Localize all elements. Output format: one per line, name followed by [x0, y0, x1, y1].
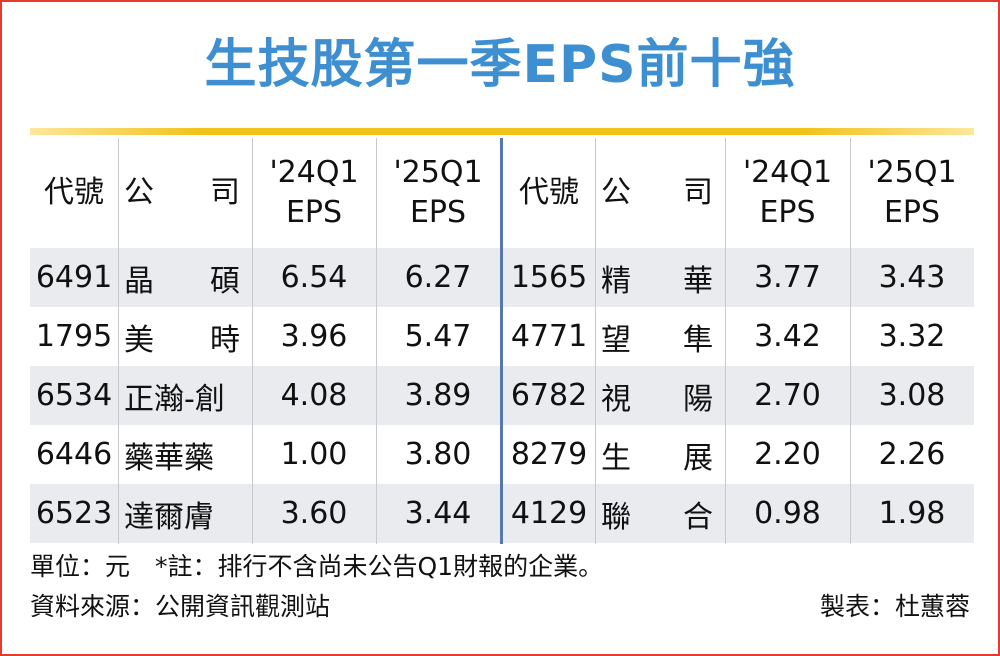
- eps-2024q1: 4.08: [280, 378, 348, 413]
- column-divider: [725, 138, 726, 544]
- eps-2025q1: 6.27: [404, 260, 472, 295]
- header-q24-left-line2: EPS: [285, 195, 343, 230]
- company-name-part: 望: [601, 322, 631, 358]
- company-name-part: 藥華藥: [124, 440, 214, 476]
- company-name-part: 陽: [683, 381, 713, 417]
- header-q25-right: '25Q1 EPS: [850, 138, 974, 248]
- stock-code: 6523: [35, 496, 113, 531]
- company-name: 達爾膚: [118, 484, 252, 543]
- table-row: 1795 美時 3.96 5.47 4771 望隼 3.42 3.32: [30, 307, 974, 366]
- company-name-part: 美: [124, 322, 154, 358]
- eps-2025q1: 1.98: [878, 496, 946, 531]
- stock-code: 1565: [510, 260, 588, 295]
- eps-2025q1: 3.89: [404, 378, 472, 413]
- company-name: 美時: [118, 307, 252, 366]
- stock-code: 6782: [510, 378, 588, 413]
- chart-title: 生技股第一季EPS前十強: [204, 35, 796, 95]
- stock-code: 4129: [510, 496, 588, 531]
- eps-2024q1: 3.77: [754, 260, 821, 295]
- eps-2025q1: 3.32: [878, 319, 946, 354]
- company-name-part: 華: [683, 263, 713, 299]
- company-name: 晶碩: [118, 248, 252, 307]
- stock-code: 6534: [35, 378, 113, 413]
- header-q24-left: '24Q1 EPS: [252, 138, 376, 248]
- header-company-left-char2: 司: [210, 175, 240, 210]
- data-source: 資料來源：公開資訊觀測站: [30, 592, 331, 621]
- company-name: 精華: [595, 248, 725, 307]
- company-name: 藥華藥: [118, 425, 252, 484]
- eps-2025q1: 5.47: [404, 319, 472, 354]
- company-name-part: 聯: [601, 499, 631, 535]
- stock-code: 8279: [510, 437, 588, 472]
- eps-2024q1: 3.60: [280, 496, 348, 531]
- company-name-part: 展: [683, 440, 713, 476]
- table-header: 代號 公 司 '24Q1 EPS '25Q1 EPS 代號 公 司 '24Q1 …: [30, 138, 974, 248]
- header-company-right-char2: 司: [683, 175, 713, 210]
- company-name-part: 晶: [124, 263, 154, 299]
- company-name-part: 視: [601, 381, 631, 417]
- stock-code: 4771: [510, 319, 588, 354]
- title-underline: [30, 128, 974, 135]
- eps-2024q1: 3.42: [754, 319, 821, 354]
- header-company-right: 公 司: [595, 138, 725, 248]
- eps-2025q1: 3.80: [404, 437, 472, 472]
- eps-2024q1: 6.54: [280, 260, 348, 295]
- header-q25-left-line2: EPS: [409, 195, 467, 230]
- header-code-left: 代號: [44, 175, 104, 210]
- header-q24-right-line1: '24Q1: [742, 155, 833, 190]
- eps-2024q1: 2.20: [754, 437, 821, 472]
- company-name-part: 生: [601, 440, 631, 476]
- eps-2024q1: 3.96: [280, 319, 348, 354]
- header-company-left: 公 司: [118, 138, 252, 248]
- company-name-part: 隼: [683, 322, 713, 358]
- eps-2025q1: 2.26: [878, 437, 946, 472]
- column-divider: [252, 138, 253, 544]
- header-q24-right-line2: EPS: [759, 195, 816, 230]
- header-company-right-char1: 公: [601, 175, 631, 210]
- header-company-left-char1: 公: [124, 175, 154, 210]
- company-name-part: 碩: [210, 263, 240, 299]
- eps-2025q1: 3.44: [404, 496, 472, 531]
- company-name-part: 正瀚-創: [124, 381, 225, 417]
- stock-code: 6446: [35, 437, 113, 472]
- stock-code: 1795: [35, 319, 113, 354]
- table-maker: 製表：杜蕙蓉: [819, 592, 970, 621]
- column-divider: [850, 138, 851, 544]
- header-q24-left-line1: '24Q1: [269, 155, 359, 190]
- company-name: 正瀚-創: [118, 366, 252, 425]
- company-name-part: 精: [601, 263, 631, 299]
- header-q25-right-line1: '25Q1: [867, 155, 957, 190]
- stock-code: 6491: [35, 260, 113, 295]
- company-name: 視陽: [595, 366, 725, 425]
- eps-table: 代號 公 司 '24Q1 EPS '25Q1 EPS 代號 公 司 '24Q1 …: [30, 138, 974, 544]
- company-name-part: 達爾膚: [124, 499, 214, 535]
- company-name: 聯合: [595, 484, 725, 543]
- eps-2025q1: 3.43: [878, 260, 946, 295]
- eps-2024q1: 1.00: [280, 437, 348, 472]
- header-code-right: 代號: [519, 175, 579, 210]
- eps-2025q1: 3.08: [878, 378, 946, 413]
- company-name: 望隼: [595, 307, 725, 366]
- column-divider: [118, 138, 119, 544]
- company-name-part: 時: [210, 322, 240, 358]
- eps-2024q1: 2.70: [754, 378, 821, 413]
- company-name: 生展: [595, 425, 725, 484]
- header-q25-right-line2: EPS: [883, 195, 941, 230]
- table-row: 6446 藥華藥 1.00 3.80 8279 生展 2.20 2.26: [30, 425, 974, 484]
- column-divider: [376, 138, 377, 544]
- header-q25-left: '25Q1 EPS: [376, 138, 500, 248]
- header-q24-right: '24Q1 EPS: [725, 138, 850, 248]
- eps-2024q1: 0.98: [754, 496, 821, 531]
- center-divider: [500, 138, 503, 544]
- column-divider: [595, 138, 596, 544]
- unit-note: 單位：元 *註：排行不含尚未公告Q1財報的企業。: [30, 552, 604, 581]
- header-q25-left-line1: '25Q1: [393, 155, 483, 190]
- company-name-part: 合: [683, 499, 713, 535]
